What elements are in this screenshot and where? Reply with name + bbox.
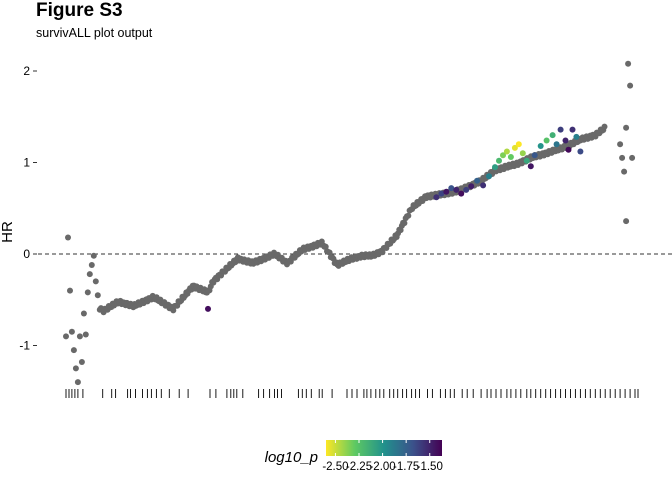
significant-point [507,154,514,160]
data-point [72,365,79,372]
data-point [78,359,85,365]
legend: log10_p -2.50-2.25-2.00-1.75-1.50 [265,440,443,473]
data-point [68,328,75,335]
data-point [621,168,628,175]
data-point [76,333,83,340]
significant-point [562,137,569,144]
data-point [625,60,632,67]
data-point [74,379,81,386]
significant-point [565,146,572,153]
significant-point [519,150,526,157]
significant-point [458,190,465,197]
significant-point [553,141,560,148]
data-point [67,287,73,294]
data-point [619,154,626,161]
data-point [326,249,333,256]
data-point [601,123,608,130]
significant-point [453,186,460,193]
y-tick-label: -1 [19,339,30,353]
significant-point [511,144,518,151]
legend-tick-label: -1.75 [393,461,419,473]
data-point [629,154,636,161]
data-point [86,271,93,278]
figure-subtitle: survivALL plot output [36,26,153,40]
legend-tick-label: -1.50 [417,461,443,473]
significant-point [531,152,538,159]
significant-point [205,305,211,312]
significant-point [515,141,522,148]
data-point [623,124,630,131]
significant-point [443,188,450,195]
significant-point [527,163,534,170]
y-tick-label: 1 [23,156,30,170]
significant-point [569,126,576,133]
significant-point [492,164,498,171]
data-point [92,278,99,285]
data-point [90,252,97,259]
legend-tick-label: -2.50 [322,461,348,473]
data-point [65,234,71,241]
significant-point [523,157,530,164]
significant-point [573,133,580,140]
significant-point [480,182,487,189]
significant-point [549,132,556,139]
data-point [405,212,412,219]
significant-point [468,183,475,190]
figure-title: Figure S3 [36,0,123,21]
y-axis-ticks: -1 0 1 2 [19,64,37,353]
data-point [84,289,91,296]
legend-tick-label: -2.25 [346,461,372,473]
significant-point [438,190,445,197]
legend-tick-label: -2.00 [369,461,395,473]
y-tick-label: 2 [23,64,30,78]
legend-ticks: -2.50-2.25-2.00-1.75-1.50 [322,440,443,473]
significant-point [577,148,584,155]
significant-point [474,177,481,184]
legend-colorbar [326,440,442,456]
data-point [322,243,329,250]
data-points [63,60,636,386]
significant-point [503,148,510,155]
data-point [627,82,634,89]
data-point [82,331,89,338]
rug-marks [65,389,639,398]
significant-point [463,186,470,193]
data-point [80,310,87,317]
significant-point [448,185,455,192]
data-point [617,141,624,148]
y-axis-title: HR [0,221,16,243]
significant-point [557,126,564,133]
data-point [63,333,69,340]
significant-point [433,194,440,201]
y-tick-label: 0 [23,247,30,261]
significant-point [500,152,506,159]
data-point [88,262,95,268]
legend-title: log10_p [265,449,318,466]
y-axis-title-group: HR [0,221,16,243]
data-point [94,292,101,299]
data-point [623,218,630,225]
data-point [401,220,408,227]
significant-point [496,157,502,164]
significant-point [543,137,550,144]
significant-point [486,173,492,180]
significant-point [537,143,544,149]
data-point [70,347,77,354]
